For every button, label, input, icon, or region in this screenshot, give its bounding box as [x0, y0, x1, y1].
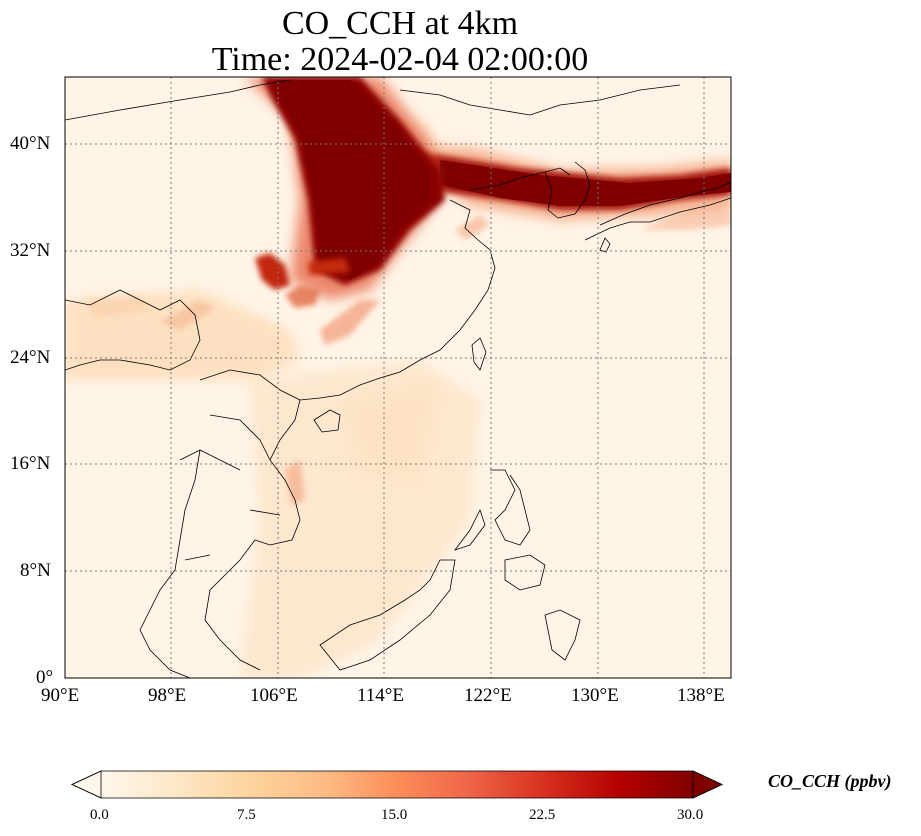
colorbar-outline: [71, 770, 723, 799]
gridlines: [65, 77, 731, 678]
colorbar-tick-label: 22.5: [529, 807, 556, 823]
colorbar: [71, 770, 723, 799]
lat-tick-label: 8°N: [20, 560, 51, 581]
colorbar-extend-max: [692, 770, 723, 799]
lon-tick-label: 130°E: [571, 685, 619, 706]
lon-tick-label: 114°E: [357, 685, 404, 706]
lat-tick-label: 16°N: [10, 453, 51, 474]
lon-tick-label: 122°E: [464, 685, 512, 706]
concentration-field: [65, 77, 731, 678]
title-line-1: CO_CCH at 4km: [281, 5, 519, 42]
lat-tick-label: 0°: [36, 667, 54, 688]
lat-tick-label: 24°N: [10, 347, 51, 368]
lon-tick-label: 98°E: [148, 685, 187, 706]
lat-tick-label: 32°N: [10, 240, 51, 261]
map-frame: [64, 76, 732, 679]
colorbar-gradient: [101, 771, 693, 798]
coastlines: [65, 79, 731, 678]
lon-tick-label: 106°E: [250, 685, 298, 706]
colorbar-tick-label: 0.0: [90, 807, 109, 823]
colorbar-extend-min: [71, 770, 102, 799]
lon-tick-label: 90°E: [41, 685, 80, 706]
colorbar-tick-label: 7.5: [237, 807, 256, 823]
colorbar-tick-label: 30.0: [677, 807, 704, 823]
lon-tick-label: 138°E: [677, 685, 725, 706]
title-line-2: Time: 2024-02-04 02:00:00: [211, 41, 589, 78]
colorbar-label: CO_CCH (ppbv): [768, 771, 892, 791]
colorbar-tick-label: 15.0: [381, 807, 408, 823]
lat-tick-label: 40°N: [10, 133, 51, 154]
